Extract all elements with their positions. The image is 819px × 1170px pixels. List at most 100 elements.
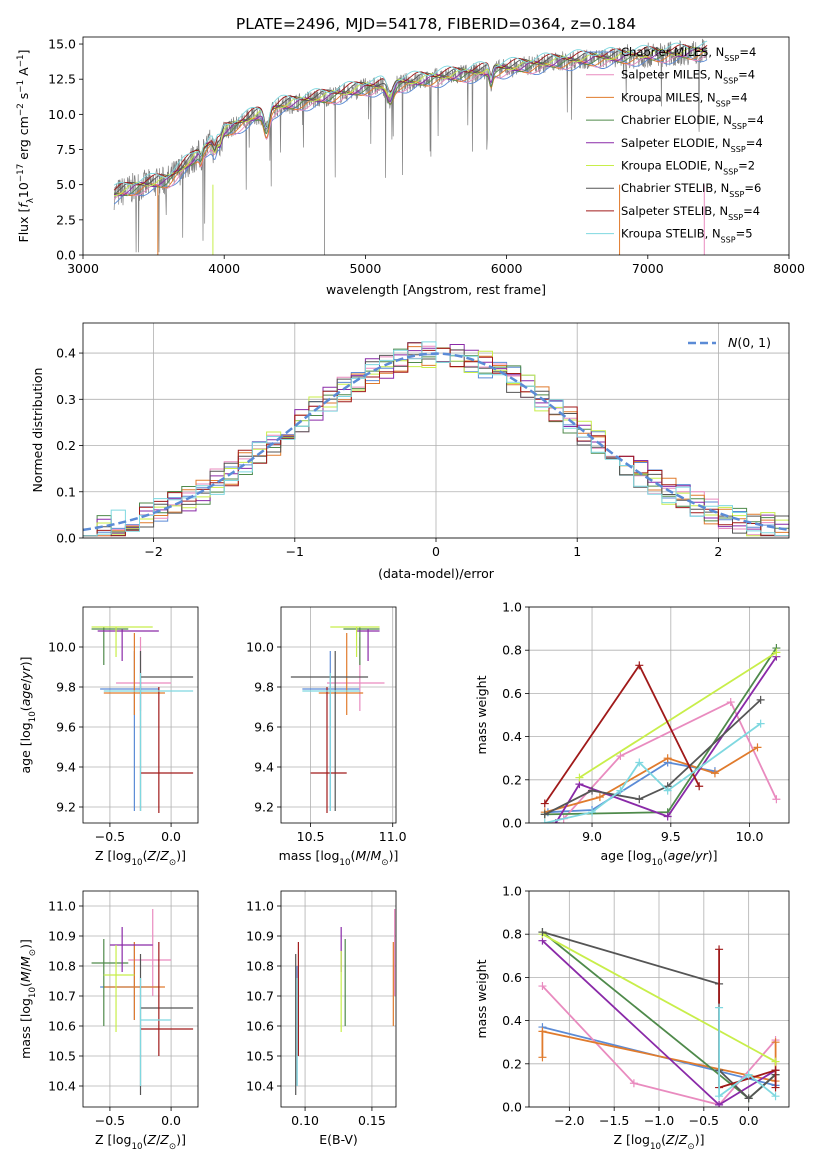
y-axis-label: Flux [fλ10−17 erg cm−2 s−1 A−1]	[16, 50, 36, 243]
y-tick-label: 0.6	[502, 970, 522, 985]
data-point-marker	[771, 1083, 780, 1092]
y-axis-label: mass [log10(M/M⊙)]	[18, 939, 38, 1059]
plot-area-mass-vs-EBV	[295, 909, 396, 1095]
y-tick-label: 0.4	[56, 346, 76, 361]
weight-line-kroupa-stelib	[715, 1003, 780, 1101]
legend-label: Chabrier STELIB, NSSP=6	[621, 181, 761, 199]
x-tick-label: −1	[286, 544, 304, 559]
data-point-marker	[726, 698, 735, 707]
data-point-marker	[629, 1079, 638, 1088]
data-point-marker	[753, 743, 762, 752]
y-tick-label: 9.6	[56, 720, 76, 735]
errorbar-chabrier-miles	[302, 651, 360, 811]
x-tick-label: −1.5	[599, 1113, 629, 1128]
data-point-marker	[771, 1057, 780, 1066]
y-tick-label: 10.6	[48, 1019, 76, 1034]
errorbar-salpeter-elodie	[109, 927, 153, 972]
plot-area-mass-vs-Z	[91, 909, 194, 1095]
x-tick-label: 5000	[349, 261, 381, 276]
x-axis-label: Z [log10(Z/Z⊙)]	[95, 848, 186, 868]
errorbar-kroupa-stelib	[302, 673, 360, 811]
x-tick-label: −1.0	[644, 1113, 674, 1128]
y-tick-label: 10.9	[48, 929, 76, 944]
data-point-marker	[588, 808, 597, 817]
data-point-marker	[663, 754, 672, 763]
data-point-marker	[538, 1027, 547, 1036]
data-point-marker	[663, 786, 672, 795]
model-spectrum-chabrier-miles	[113, 55, 708, 205]
plot-area-weight-vs-age	[540, 644, 781, 823]
legend-label: Chabrier MILES, NSSP=4	[621, 45, 756, 63]
axes-mass-vs-Z: −0.5 0.0 10.4 10.5 10.6 10.7 10.8 10.9 11.0 Z [lo…	[18, 890, 199, 1152]
errorbar-kroupa-stelib	[103, 673, 194, 811]
data-point-marker	[540, 819, 549, 823]
y-tick-label: 10.4	[48, 1079, 76, 1094]
axes-frame	[528, 606, 790, 824]
data-point-marker	[616, 786, 625, 795]
errorbar-salpeter-elodie	[97, 629, 159, 661]
data-point-marker	[538, 928, 547, 937]
y-tick-label: 1.0	[502, 884, 522, 899]
y-tick-label: 10.8	[246, 959, 274, 974]
x-tick-label: 6000	[491, 261, 523, 276]
legend-label: Salpeter MILES, NSSP=4	[621, 68, 755, 86]
errorbar-chabrier-stelib	[290, 651, 369, 811]
data-point-marker	[540, 799, 549, 808]
errorbar-chabrier-stelib	[139, 651, 194, 811]
legend: N(0, 1)	[688, 335, 771, 350]
legend-label: Salpeter ELODIE, NSSP=4	[621, 136, 763, 154]
y-axis-label: Normed distribution	[30, 368, 45, 493]
axes-frame	[82, 36, 790, 256]
y-tick-label: 10.5	[246, 1049, 274, 1064]
y-tick-label: 9.2	[56, 800, 76, 815]
y-tick-label: 12.5	[48, 72, 76, 87]
errorbar-salpeter-miles	[116, 637, 172, 711]
histogram-kroupa-stelib	[83, 341, 789, 538]
y-axis-label: age [log10(age/yr)]	[18, 656, 38, 773]
x-tick-label: −0.5	[95, 1113, 125, 1128]
x-tick-label: 0.0	[161, 1113, 181, 1128]
y-tick-label: 0.0	[502, 1100, 522, 1115]
x-tick-label: 4000	[208, 261, 240, 276]
x-tick-label: −2	[144, 544, 162, 559]
x-tick-label: 7000	[632, 261, 664, 276]
y-tick-label: 0.1	[56, 484, 76, 499]
data-point-marker	[538, 1053, 547, 1062]
model-spectrum-kroupa-stelib	[113, 40, 708, 186]
errorbar-salpeter-stelib	[140, 687, 194, 813]
y-axis-label: mass weight	[474, 675, 489, 754]
y-tick-label: 9.6	[254, 720, 274, 735]
y-tick-label: 9.4	[254, 760, 274, 775]
errorbar-salpeter-stelib	[140, 942, 194, 1056]
data-point-marker	[538, 982, 547, 991]
y-tick-label: 0.4	[502, 1013, 522, 1028]
y-tick-label: 10.8	[48, 959, 76, 974]
data-point-marker	[744, 1070, 753, 1079]
data-point-marker	[715, 1003, 724, 1012]
weight-line-chabrier-stelib	[540, 695, 765, 819]
x-axis-label: (data-model)/error	[378, 566, 495, 581]
data-point-marker	[710, 769, 719, 778]
x-tick-label: −2.0	[554, 1113, 584, 1128]
errorbar-salpeter-stelib	[310, 687, 347, 813]
data-point-marker	[663, 812, 672, 821]
legend-label: Chabrier ELODIE, NSSP=4	[621, 113, 764, 131]
x-tick-label: 0.10	[291, 1113, 319, 1128]
errorbar-salpeter-miles	[128, 909, 172, 996]
plot-area-spectrum	[113, 38, 708, 255]
y-tick-label: 10.6	[246, 1019, 274, 1034]
x-tick-label: −0.5	[689, 1113, 719, 1128]
legend: Chabrier MILES, NSSP=4 Salpeter MILES, NS…	[586, 45, 764, 244]
errorbar-chabrier-miles	[100, 651, 159, 811]
plot-area-age-vs-mass	[290, 626, 385, 813]
x-tick-label: 10.0	[736, 829, 764, 844]
y-tick-label: 9.4	[56, 760, 76, 775]
y-tick-label: 10.0	[48, 640, 76, 655]
axes-weight-vs-age: 9.0 9.5 10.0 0.0 0.2 0.4 0.6 0.8 1.0 age [log10(a…	[474, 600, 790, 868]
y-tick-label: 0.0	[502, 816, 522, 831]
y-tick-label: 0.0	[56, 248, 76, 263]
axes-frame	[280, 890, 397, 1108]
x-tick-label: −0.5	[95, 829, 125, 844]
axes-age-vs-mass: 10.5 11.0 9.2 9.4 9.6 9.8 10.0 mass [log10(M/M⊙…	[246, 606, 407, 868]
